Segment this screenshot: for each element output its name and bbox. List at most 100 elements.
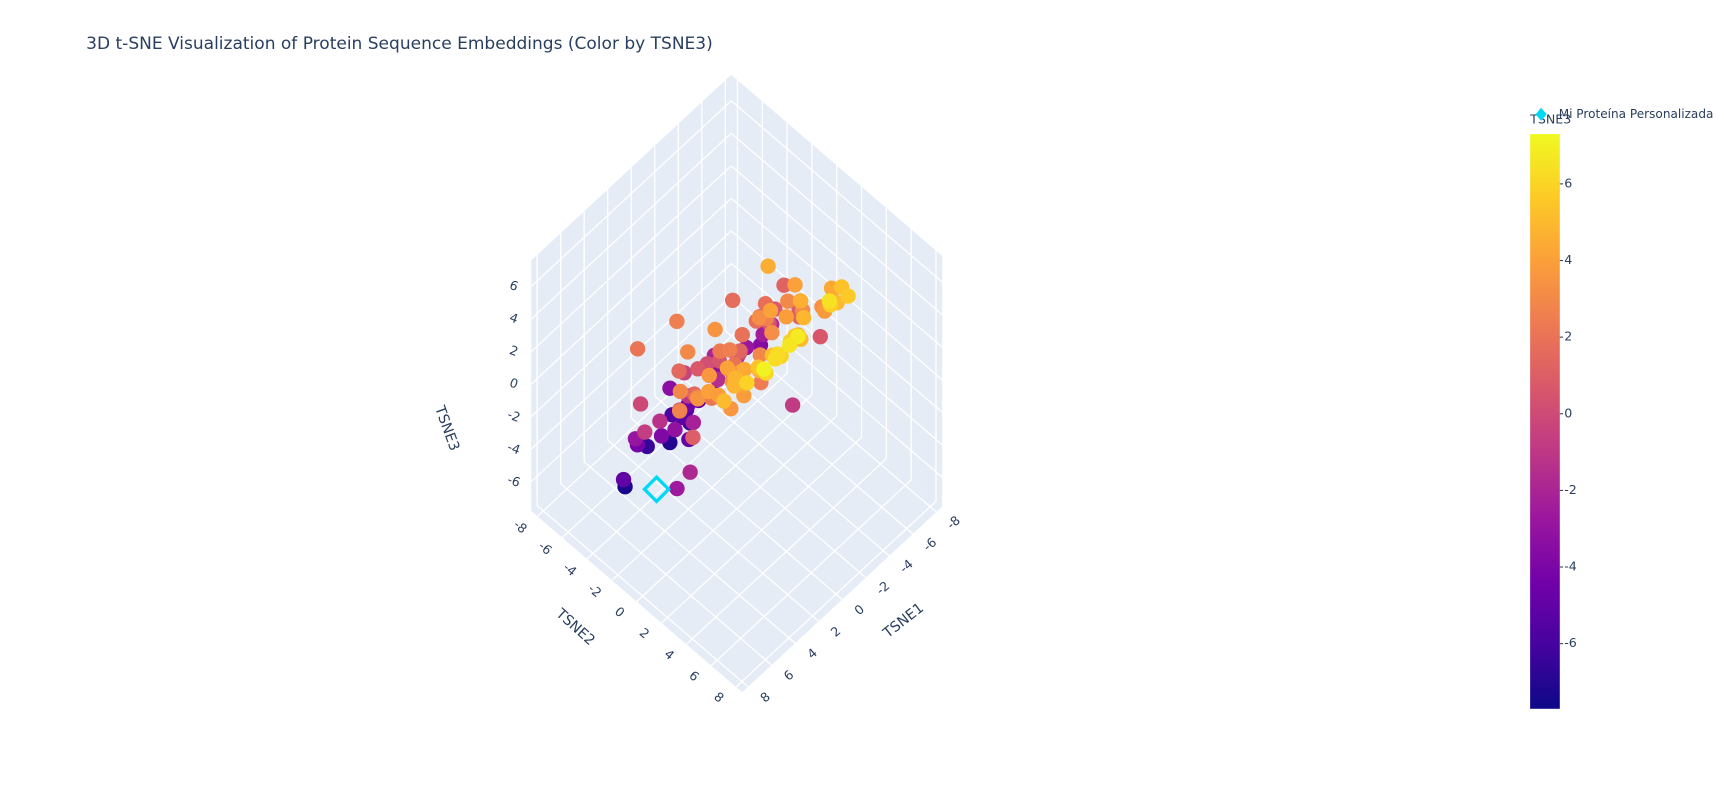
- point: [672, 383, 689, 400]
- point: [762, 302, 779, 319]
- y-axis-title: TSNE2: [552, 605, 598, 649]
- point: [760, 258, 776, 274]
- point: [629, 341, 646, 357]
- highlight-point: [642, 474, 672, 504]
- x-tick-label: -8: [944, 512, 963, 532]
- point: [690, 361, 706, 377]
- point: [680, 344, 696, 360]
- legend-label[interactable]: Mi Proteína Personalizada: [1559, 107, 1714, 121]
- z-tick-label: 2: [508, 342, 521, 359]
- grid-line: [730, 132, 943, 316]
- grid-line: [730, 262, 943, 446]
- point: [840, 288, 856, 304]
- grid-line: [730, 100, 943, 283]
- point: [637, 424, 653, 440]
- point: [615, 471, 632, 488]
- point: [667, 422, 683, 438]
- y-tick-label: -4: [560, 559, 579, 579]
- point: [821, 293, 838, 309]
- point: [780, 293, 796, 309]
- z-tick-label: 0: [508, 375, 521, 392]
- z-tick-label: 4: [508, 310, 521, 327]
- y-tick-label: 0: [612, 604, 628, 621]
- x-tick-label: -2: [873, 578, 892, 598]
- grid-line: [530, 197, 732, 385]
- y-tick-label: 4: [662, 646, 678, 663]
- grid-line: [530, 262, 732, 450]
- x-tick-label: 6: [781, 667, 797, 684]
- point: [685, 414, 702, 431]
- grid-line: [685, 458, 887, 645]
- y-tick-label: -2: [585, 581, 604, 601]
- point: [781, 337, 798, 353]
- x-tick-label: 8: [757, 689, 773, 706]
- grid-line: [730, 165, 943, 348]
- chart-title: 3D t-SNE Visualization of Protein Sequen…: [86, 34, 713, 54]
- point: [752, 347, 768, 363]
- z-tick-label: 6: [508, 277, 521, 294]
- y-tick-label: 6: [686, 668, 702, 685]
- grid-line: [611, 394, 813, 581]
- point: [767, 351, 784, 367]
- colorbar-tick-label: 2: [1564, 329, 1572, 344]
- grid-line: [530, 230, 732, 418]
- y-tick-label: -6: [536, 538, 555, 558]
- colorbar-tick-label: 0: [1564, 405, 1572, 420]
- x-tick-label: 2: [828, 623, 844, 640]
- point: [671, 363, 687, 379]
- point: [653, 428, 670, 444]
- y-tick-label: 2: [637, 625, 653, 642]
- point: [784, 397, 801, 413]
- z-tick-label: -6: [506, 472, 523, 490]
- y-tick-label: 8: [711, 689, 727, 706]
- colorbar-tick-label: -4: [1564, 559, 1577, 574]
- point: [726, 378, 743, 394]
- x-tick-label: -6: [920, 534, 939, 554]
- x-axis-title: TSNE1: [880, 600, 927, 642]
- grid-line: [710, 479, 912, 667]
- point: [701, 367, 717, 384]
- z-tick-label: -2: [506, 406, 523, 424]
- grid-line: [530, 100, 732, 287]
- grid-line: [636, 415, 838, 603]
- point: [707, 321, 723, 338]
- colorbar: [1530, 134, 1560, 709]
- x-tick-label: 4: [804, 645, 820, 662]
- colorbar-tick-label: -6: [1564, 635, 1577, 650]
- grid-line: [735, 500, 937, 688]
- point: [796, 309, 812, 326]
- x-tick-label: 0: [851, 601, 867, 618]
- point: [739, 375, 755, 391]
- point: [812, 328, 828, 345]
- grid-line: [661, 436, 862, 624]
- point: [722, 342, 738, 358]
- point: [690, 391, 706, 407]
- point: [685, 429, 701, 446]
- point: [669, 480, 685, 497]
- point: [778, 309, 794, 325]
- point: [787, 277, 803, 293]
- point: [792, 293, 809, 309]
- point: [716, 393, 732, 409]
- point: [724, 292, 741, 308]
- point: [652, 413, 668, 429]
- point: [776, 277, 792, 293]
- point: [734, 327, 750, 343]
- point: [671, 403, 688, 419]
- point: [751, 310, 768, 326]
- colorbar-tick-label: 4: [1564, 252, 1572, 267]
- point: [682, 464, 698, 480]
- grid-line: [530, 165, 732, 353]
- x-tick-label: -4: [897, 556, 916, 576]
- point: [756, 361, 772, 377]
- y-tick-label: -8: [511, 517, 530, 537]
- grid-line: [530, 295, 732, 483]
- z-axis-title: TSNE3: [431, 403, 462, 453]
- point: [669, 313, 685, 330]
- point: [632, 396, 649, 412]
- point: [764, 324, 780, 341]
- colorbar-tick-label: -2: [1564, 482, 1577, 497]
